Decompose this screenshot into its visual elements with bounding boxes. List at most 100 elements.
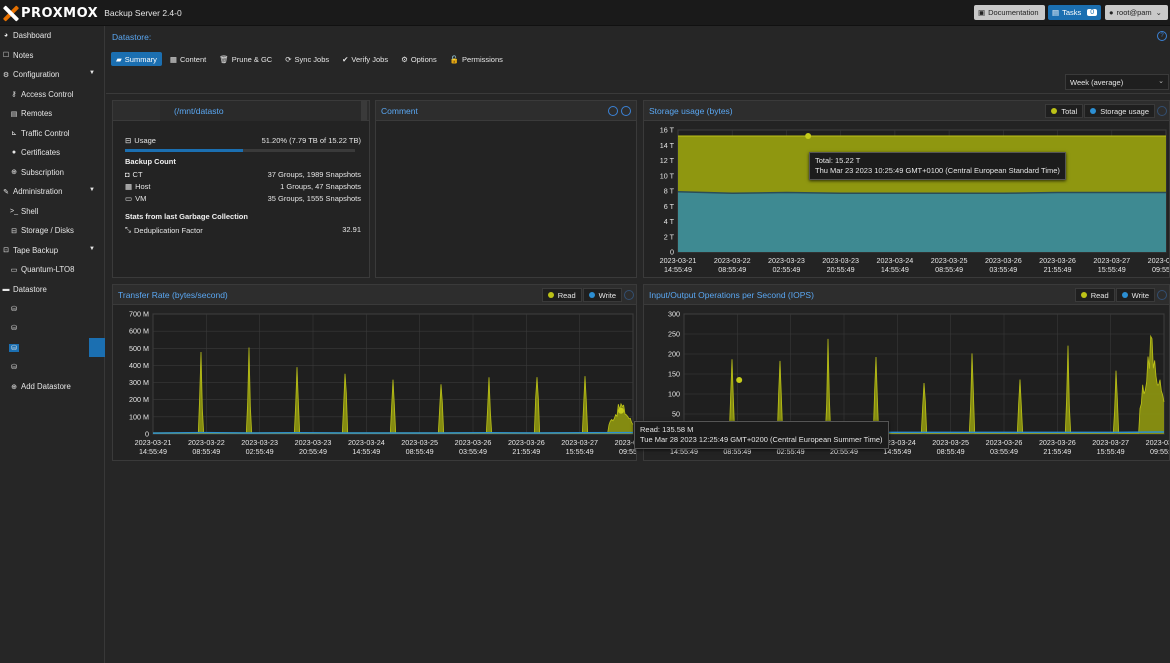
legend-item-write[interactable]: Write [1115,288,1155,302]
sidebar-item-access-control[interactable]: ⚷ Access Control [0,85,104,105]
documentation-button[interactable]: ▣ Documentation [974,5,1045,20]
comment-title: Comment [381,106,418,116]
user-menu-button[interactable]: ● root@pam ⌄ [1105,5,1168,20]
x-tick-label: 2023-03-26 [1039,256,1076,265]
datastore-path: (/mnt/datasto [174,106,224,116]
sidebar-item-add-datastore[interactable]: ⊕ Add Datastore [0,377,104,397]
legend-item-read[interactable]: Read [1074,288,1115,302]
sidebar-item-storage-disks[interactable]: ⊟ Storage / Disks [0,221,104,241]
sidebar-item-configuration[interactable]: ⚙ Configuration ▼ [0,65,104,85]
x-tick-label: 2023-03-26 [508,438,545,447]
x-tick-label: 2023-03-24 [879,438,916,447]
tab-verify-jobs[interactable]: ✔ Verify Jobs [337,52,393,66]
y-tick-label: 10 T [660,171,675,180]
tab-summary[interactable]: ▰ Summary [111,52,162,66]
transfer-rate-panel: Transfer Rate (bytes/second) Read Write … [112,284,637,461]
y-tick-label: 200 [668,350,680,359]
legend-item-total[interactable]: Total [1045,104,1084,118]
sidebar-item-tape-backup[interactable]: ⊡ Tape Backup ▼ [0,241,104,261]
support-icon: ⊕ [11,169,17,177]
sidebar-item-datastore-2[interactable]: ⛁ [0,319,104,339]
x-tick-label: 2023-03-23 [822,256,859,265]
x-tick-label: 20:55:49 [830,447,858,456]
tasks-button[interactable]: ▤ Tasks 0 [1048,5,1101,20]
x-tick-label: 2023-03-26 [1039,438,1076,447]
compress-icon: ⤡ [125,225,131,234]
gear-icon[interactable] [621,106,631,116]
caret-down-icon[interactable]: ▼ [89,187,95,193]
notes-icon: ☐ [2,52,10,60]
transfer-rate-chart[interactable]: 0 100 M 200 M 300 M 400 M 500 M 600 M 700 M 2023… [113,306,636,461]
tasks-label: Tasks [1062,8,1082,17]
sidebar-item-label: Subscription [21,167,64,177]
dedup-label: Deduplication Factor [134,225,203,235]
y-tick-label: 50 [672,410,680,419]
storage-usage-header: Storage usage (bytes) Total Storage usag… [644,101,1169,121]
caret-down-icon[interactable]: ▼ [89,245,95,252]
sidebar-item-datastore-3[interactable]: ⛁ [0,338,105,358]
tab-prune-gc[interactable]: 🗑 Prune & GC [214,52,277,66]
legend-item-storage-usage[interactable]: Storage usage [1084,104,1155,118]
usage-row: ⊟ Usage 51.20% (7.79 TB of 15.22 TB) [125,136,361,145]
x-tick-label: 2023-03-26 [455,438,492,447]
y-tick-label: 6 T [664,202,675,211]
edit-icon[interactable] [608,106,618,116]
undo-zoom-icon[interactable] [1157,290,1167,300]
sidebar-item-certificates[interactable]: ● Certificates [0,143,104,163]
sidebar-item-label: Traffic Control [21,128,70,138]
sidebar-item-remotes[interactable]: ▤ Remotes [0,104,104,124]
tab-content[interactable]: ▦ Content [165,52,211,66]
x-tick-label: 2023-03-28 [615,438,636,447]
x-tick-label: 2023-03-22 [714,256,751,265]
chevron-down-icon: ⌄ [1155,8,1162,17]
sidebar-item-label: Storage / Disks [21,226,74,236]
sidebar-item-traffic-control[interactable]: ⊾ Traffic Control [0,124,104,144]
tab-options[interactable]: ⚙ Options [396,52,442,66]
y-tick-label: 600 M [129,327,149,336]
x-tick-label: 02:55:49 [772,265,800,274]
x-tick-label: 2023-03-25 [932,438,969,447]
undo-zoom-icon[interactable] [1157,106,1167,116]
cube-icon: ◘ [125,170,130,179]
sidebar-item-subscription[interactable]: ⊕ Subscription [0,163,104,183]
tooltip-line: Read: 135.58 M [640,425,694,434]
tab-label: Permissions [462,54,503,64]
sidebar-item-administration[interactable]: ✎ Administration ▼ [0,182,104,202]
legend-dot [1080,292,1087,298]
series-area-storage-usage [678,191,1166,252]
legend-dot [1121,292,1128,298]
refresh-icon: ⟳ [285,54,292,64]
user-label: root@pam [1116,8,1152,17]
sidebar-item-label: Configuration [13,70,60,80]
legend-item-read[interactable]: Read [541,288,582,302]
proxmox-logo[interactable]: PROXMOX Backup Server 2.4-0 [2,4,182,22]
sidebar-item-label: Add Datastore [21,382,71,392]
legend-item-write[interactable]: Write [582,288,622,302]
building-icon: ▦ [125,182,133,191]
x-tick-label: 2023-03-25 [401,438,438,447]
tab-label: Summary [124,54,157,64]
timeframe-select[interactable]: Week (average) ⌄ [1065,74,1169,90]
y-tick-label: 2 T [664,232,675,241]
dashboard-icon: ◕ [3,32,9,40]
y-tick-label: 150 [668,370,680,379]
sidebar-item-datastore-1[interactable]: ⛁ [0,299,104,319]
caret-down-icon[interactable]: ▼ [89,70,95,76]
sidebar-item-datastore[interactable]: ▬ Datastore [0,280,104,300]
sidebar-item-dashboard[interactable]: ◕ Dashboard [0,26,104,46]
sidebar-item-quantum-lto8[interactable]: ▭ Quantum-LTO8 [0,260,104,280]
x-tick-label: 2023-03-27 [1092,438,1129,447]
help-icon[interactable]: ? [1157,31,1167,41]
hdd-icon: ⊟ [125,136,132,145]
storage-usage-chart[interactable]: 02 T4 T6 T8 T10 T12 T14 T16 T2023-03-211… [644,122,1169,278]
undo-zoom-icon[interactable] [624,290,634,300]
x-tick-label: 21:55:49 [1043,447,1071,456]
sidebar-item-shell[interactable]: >_ Shell [0,202,104,222]
x-tick-label: 08:55:49 [718,265,746,274]
x-tick-label: 09:55:49 [1152,265,1169,274]
tab-permissions[interactable]: 🔓 Permissions [445,52,508,66]
chart-title: Transfer Rate (bytes/second) [118,290,228,300]
tab-sync-jobs[interactable]: ⟳ Sync Jobs [280,52,334,66]
sidebar-item-datastore-4[interactable]: ⛁ [0,358,104,378]
sidebar-item-notes[interactable]: ☐ Notes [0,46,104,66]
